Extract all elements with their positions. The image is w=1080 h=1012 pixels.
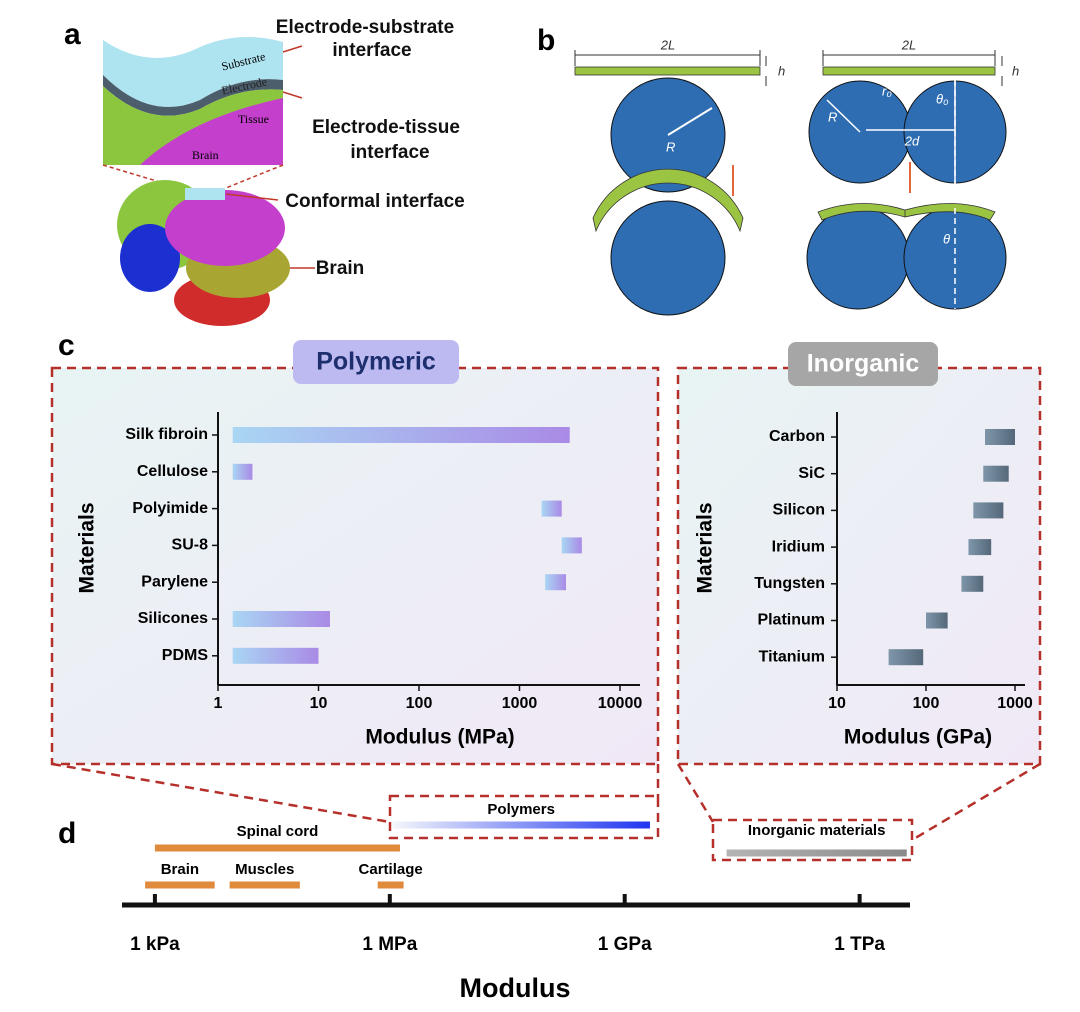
y-tick-label: Titanium — [759, 648, 825, 665]
diagram-label: θ — [943, 231, 950, 246]
range-bar — [233, 611, 330, 627]
inset-label: Tissue — [238, 112, 269, 126]
range-label: Muscles — [235, 861, 294, 878]
y-tick-label: Cellulose — [137, 463, 208, 480]
diagram-label: R — [666, 139, 675, 154]
diagram-label: 2L — [901, 37, 916, 52]
range-bar — [378, 882, 404, 889]
mechanics-diagram: 2L h R 2L h R r₀ θ₀ 2d θ — [575, 37, 1019, 315]
range-bar — [926, 613, 948, 629]
y-tick-label: PDMS — [162, 647, 209, 664]
interface-inset: Substrate Electrode Tissue Brain — [103, 35, 283, 165]
diagram-label: R — [828, 109, 837, 124]
range-label: Polymers — [487, 801, 555, 818]
range-bar — [233, 648, 319, 664]
x-tick-label: 1 GPa — [598, 934, 652, 955]
y-tick-label: SiC — [798, 465, 825, 482]
callout: interface — [332, 40, 411, 61]
x-tick-label: 1 — [214, 695, 223, 712]
range-label: Spinal cord — [237, 823, 319, 840]
x-tick-label: 1 MPa — [362, 934, 417, 955]
panel-label: c — [58, 329, 75, 362]
callout: Electrode-substrate — [276, 17, 454, 38]
diagram-label: r₀ — [882, 83, 892, 98]
range-bar — [983, 466, 1008, 482]
range-label: Brain — [161, 861, 199, 878]
y-tick-label: Tungsten — [754, 575, 825, 592]
inset-label: Brain — [192, 148, 219, 162]
range-bar — [233, 464, 253, 480]
x-axis-label: Modulus — [460, 973, 571, 1003]
y-tick-label: Platinum — [757, 612, 825, 629]
x-tick-label: 100 — [406, 695, 433, 712]
range-bar — [985, 429, 1015, 445]
x-tick-label: 1 kPa — [130, 934, 180, 955]
range-bar — [727, 850, 907, 857]
x-tick-label: 10000 — [598, 695, 643, 712]
chart-frame — [678, 368, 1040, 764]
range-bar — [545, 574, 566, 590]
x-tick-label: 1000 — [502, 695, 538, 712]
range-bar — [233, 427, 570, 443]
range-label: Inorganic materials — [748, 822, 886, 839]
range-bar — [961, 576, 983, 592]
x-tick-label: 1000 — [997, 695, 1033, 712]
y-tick-label: Silicon — [773, 502, 825, 519]
y-tick-label: Carbon — [769, 428, 825, 445]
range-bar — [145, 882, 215, 889]
range-bar — [973, 502, 1003, 518]
y-tick-label: SU-8 — [172, 537, 209, 554]
y-tick-label: Iridium — [772, 538, 825, 555]
y-axis-label: Materials — [76, 502, 99, 593]
x-axis-label: Modulus (MPa) — [365, 726, 514, 749]
diagram-label: h — [778, 63, 785, 78]
diagram-label: 2L — [660, 37, 675, 52]
callout: Electrode-tissue — [312, 117, 460, 138]
x-tick-label: 10 — [828, 695, 846, 712]
callout: Brain — [316, 258, 365, 279]
diagram-label: 2d — [904, 133, 920, 148]
panel-label: a — [64, 18, 81, 51]
y-tick-label: Silicones — [138, 610, 208, 627]
x-tick-label: 10 — [310, 695, 328, 712]
range-bar — [155, 845, 400, 852]
chart-title: Inorganic — [807, 350, 920, 378]
diagram-label: h — [1012, 63, 1019, 78]
panel-label: d — [58, 817, 76, 850]
y-tick-label: Polyimide — [132, 500, 208, 517]
y-tick-label: Silk fibroin — [125, 426, 208, 443]
range-bar — [562, 537, 582, 553]
panel-label: b — [537, 24, 555, 57]
x-tick-label: 100 — [913, 695, 940, 712]
brain-drawing — [103, 165, 290, 326]
range-bar — [542, 501, 562, 517]
range-bar — [968, 539, 991, 555]
chart-title: Polymeric — [316, 348, 436, 376]
x-axis-label: Modulus (GPa) — [844, 726, 992, 749]
callout: Conformal interface — [285, 191, 464, 212]
y-tick-label: Parylene — [141, 573, 208, 590]
range-bar — [392, 822, 650, 829]
range-bar — [889, 649, 924, 665]
range-bar — [230, 882, 300, 889]
x-tick-label: 1 TPa — [834, 934, 885, 955]
y-axis-label: Materials — [694, 502, 717, 593]
callout: interface — [350, 142, 429, 163]
range-label: Cartilage — [359, 861, 423, 878]
diagram-label: θ₀ — [936, 91, 949, 106]
